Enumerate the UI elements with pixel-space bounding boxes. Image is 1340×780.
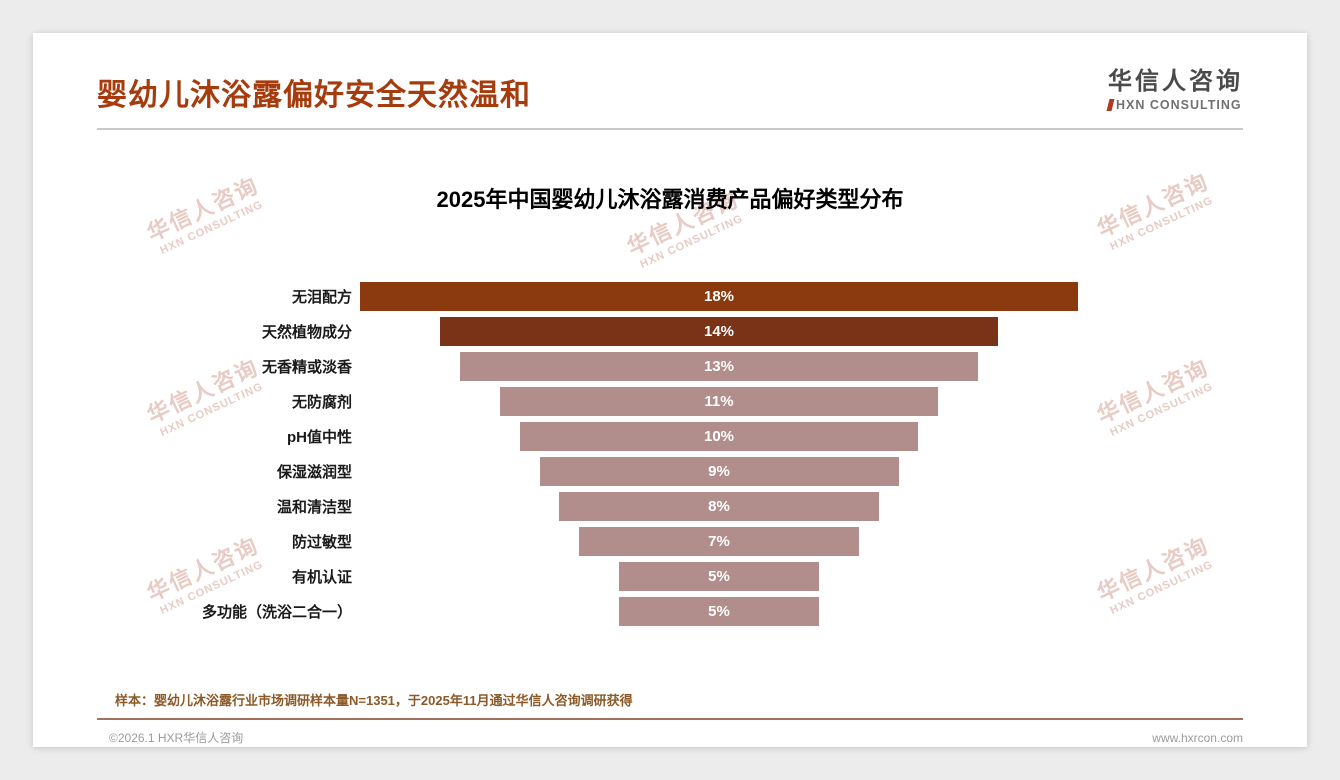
bar-value-label: 11% <box>704 393 734 410</box>
website-text: www.hxrcon.com <box>1152 730 1243 745</box>
bar: 8% <box>559 492 879 521</box>
chart-row: 天然植物成分 14% <box>97 317 1243 346</box>
logo-text-cn: 华信人咨询 <box>1108 68 1243 95</box>
chart-row: 保湿滋润型 9% <box>97 457 1243 486</box>
bar-area: 13% <box>360 352 1078 381</box>
chart-rows: 无泪配方 18% 天然植物成分 14% 无香精或淡香 13% 无防腐剂 11% pH值中性 10%… <box>97 282 1243 626</box>
logo-tagline: HXN CONSULTING <box>1106 98 1243 112</box>
chart-row: 有机认证 5% <box>97 562 1243 591</box>
chart-title: 2025年中国婴幼儿沐浴露消费产品偏好类型分布 <box>436 187 904 212</box>
slide-header: 婴幼儿沐浴露偏好安全天然温和 华信人咨询 HXN CONSULTING <box>97 33 1243 130</box>
bar-value-label: 5% <box>708 603 730 620</box>
bar: 7% <box>579 527 859 556</box>
slide-card: 华信人咨询 HXN CONSULTING 华信人咨询 HXN CONSULTIN… <box>33 33 1307 747</box>
chart-row: 无香精或淡香 13% <box>97 352 1243 381</box>
category-label: 无防腐剂 <box>291 394 352 411</box>
sample-footnote: 样本：婴幼儿沐浴露行业市场调研样本量N=1351，于2025年11月通过华信人咨… <box>115 693 633 708</box>
bar: 5% <box>619 562 819 591</box>
bar-area: 10% <box>360 422 1078 451</box>
page-title: 婴幼儿沐浴露偏好安全天然温和 <box>97 79 531 112</box>
category-label: 天然植物成分 <box>261 324 352 341</box>
bar-value-label: 13% <box>703 358 734 375</box>
bar-value-label: 14% <box>703 323 735 340</box>
bar-value-label: 5% <box>708 568 730 585</box>
bar-area: 11% <box>360 387 1078 416</box>
logo-text-en: HXN CONSULTING <box>1116 98 1242 112</box>
bar: 11% <box>499 387 939 416</box>
bar-area: 18% <box>360 282 1078 311</box>
category-label: 保湿滋润型 <box>276 464 352 481</box>
bar: 13% <box>459 352 979 381</box>
bar: 5% <box>619 597 819 626</box>
category-label: 温和清洁型 <box>276 499 352 516</box>
bar-value-label: 7% <box>708 533 730 550</box>
chart-row: pH值中性 10% <box>97 422 1243 451</box>
logo-mark-icon <box>1106 99 1115 111</box>
bar-value-label: 8% <box>708 498 730 515</box>
bar-value-label: 10% <box>703 428 735 445</box>
company-logo: 华信人咨询 HXN CONSULTING <box>1106 61 1243 114</box>
footer-divider <box>97 718 1243 720</box>
bar-value-label: 9% <box>708 463 730 480</box>
category-label: 无香精或淡香 <box>261 359 352 376</box>
category-label: 多功能（洗浴二合一） <box>201 604 352 621</box>
bar-area: 8% <box>360 492 1078 521</box>
bar: 9% <box>539 457 899 486</box>
bar-area: 7% <box>360 527 1078 556</box>
category-label: 有机认证 <box>291 569 352 586</box>
category-label: pH值中性 <box>287 429 352 446</box>
slide-footer: ©2026.1 HXR华信人咨询 www.hxrcon.com <box>97 729 1243 746</box>
bar-area: 5% <box>360 597 1078 626</box>
chart-row: 无泪配方 18% <box>97 282 1243 311</box>
copyright-text: ©2026.1 HXR华信人咨询 <box>109 731 244 745</box>
chart-row: 多功能（洗浴二合一） 5% <box>97 597 1243 626</box>
category-label: 无泪配方 <box>291 289 352 306</box>
bar: 18% <box>360 282 1078 311</box>
bar-area: 9% <box>360 457 1078 486</box>
bar-area: 14% <box>360 317 1078 346</box>
bar-area: 5% <box>360 562 1078 591</box>
bar: 14% <box>439 317 999 346</box>
bar-value-label: 18% <box>703 288 735 305</box>
chart-row: 无防腐剂 11% <box>97 387 1243 416</box>
chart-row: 防过敏型 7% <box>97 527 1243 556</box>
category-label: 防过敏型 <box>291 534 352 551</box>
slide-content: 婴幼儿沐浴露偏好安全天然温和 华信人咨询 HXN CONSULTING 2025… <box>97 33 1243 746</box>
bar: 10% <box>519 422 919 451</box>
chart-row: 温和清洁型 8% <box>97 492 1243 521</box>
